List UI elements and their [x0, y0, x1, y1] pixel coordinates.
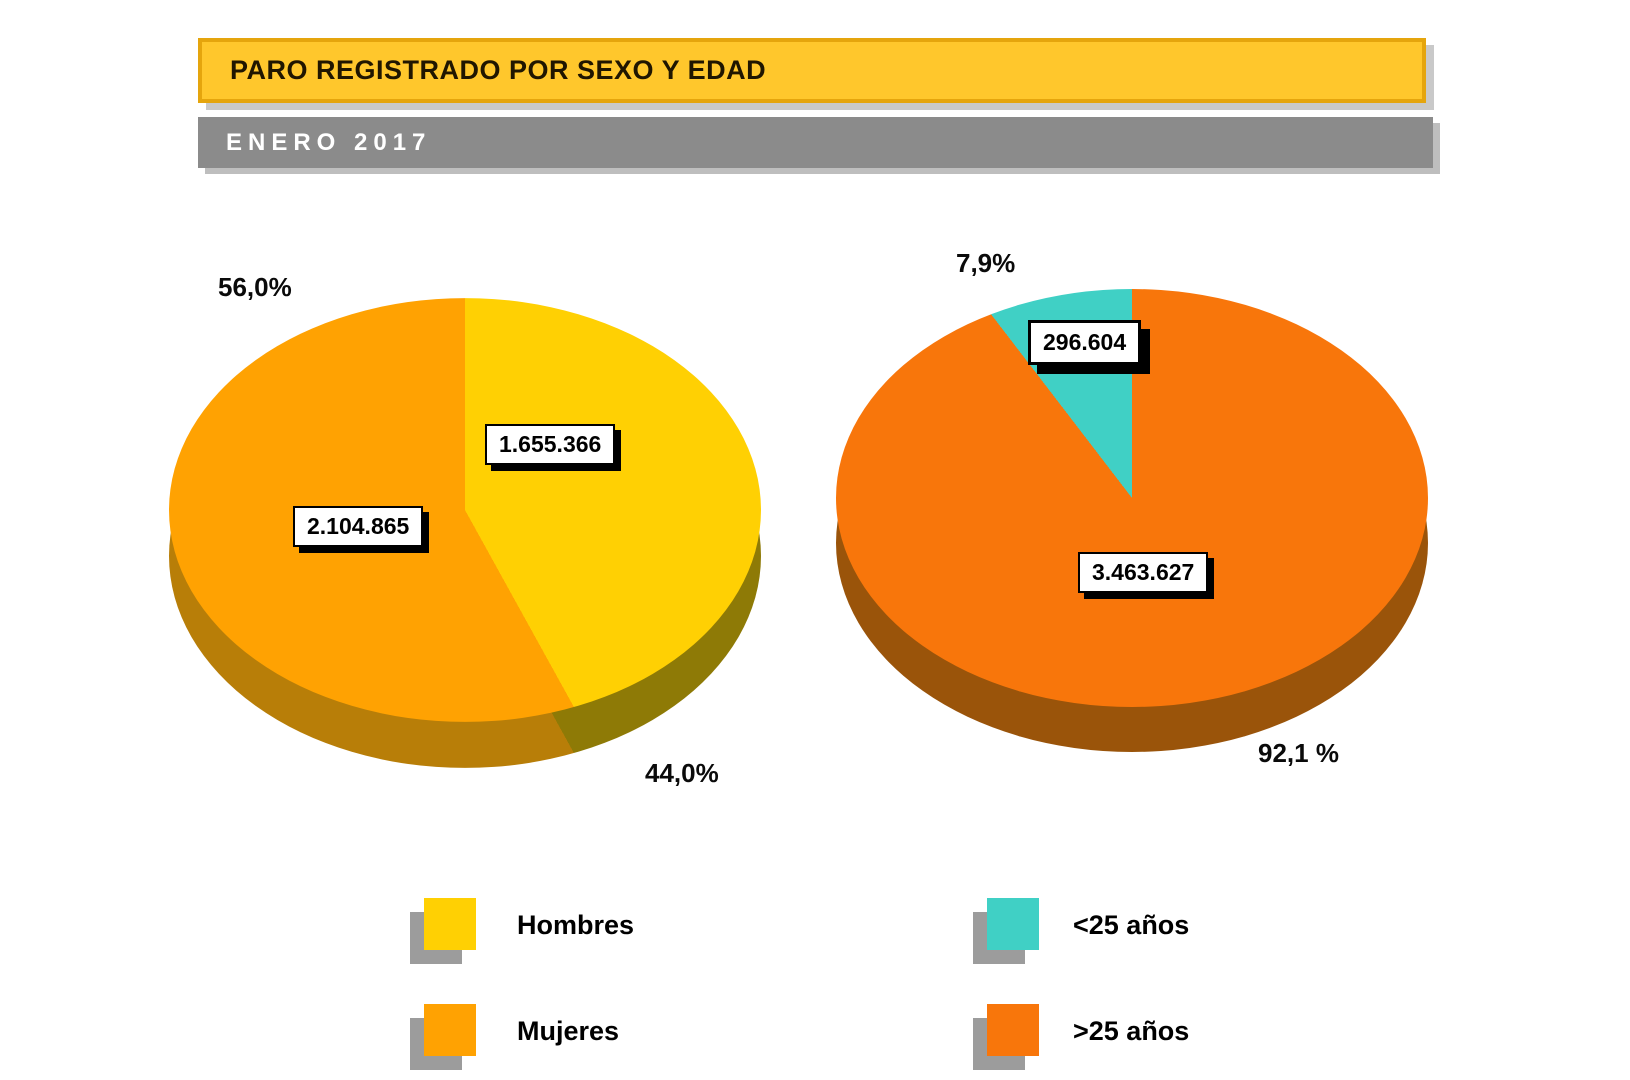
- value-label-over25: 3.463.627: [1078, 552, 1209, 593]
- legend-label-hombres: Hombres: [517, 910, 635, 940]
- legend-swatch-under25: [973, 898, 1043, 968]
- value-label-under25: 296.604: [1028, 320, 1142, 365]
- over25-color-swatch: [987, 1004, 1039, 1056]
- pct-label-mujeres: 56,0%: [218, 272, 292, 302]
- legend-label-mujeres: Mujeres: [517, 1016, 620, 1046]
- legend-swatch-hombres: [410, 898, 480, 968]
- subtitle-bar: ENERO 2017: [198, 117, 1433, 168]
- pie-sex: [169, 298, 761, 722]
- legend-swatch-mujeres: [410, 1004, 480, 1074]
- under25-color-swatch: [987, 898, 1039, 950]
- pct-label-hombres: 44,0%: [645, 758, 719, 788]
- legend-swatch-over25: [973, 1004, 1043, 1074]
- legend-label-over25: >25 años: [1073, 1016, 1190, 1046]
- value-label-mujeres: 2.104.865: [293, 506, 424, 547]
- mujeres-color-swatch: [424, 1004, 476, 1056]
- pct-label-under25: 7,9%: [956, 248, 1016, 278]
- title-bar: PARO REGISTRADO POR SEXO Y EDAD: [198, 38, 1426, 103]
- page-title: PARO REGISTRADO POR SEXO Y EDAD: [230, 55, 767, 85]
- value-label-hombres: 1.655.366: [485, 424, 616, 465]
- hombres-color-swatch: [424, 898, 476, 950]
- pct-label-over25: 92,1 %: [1258, 738, 1339, 768]
- page-subtitle: ENERO 2017: [226, 128, 432, 156]
- legend-label-under25: <25 años: [1073, 910, 1190, 940]
